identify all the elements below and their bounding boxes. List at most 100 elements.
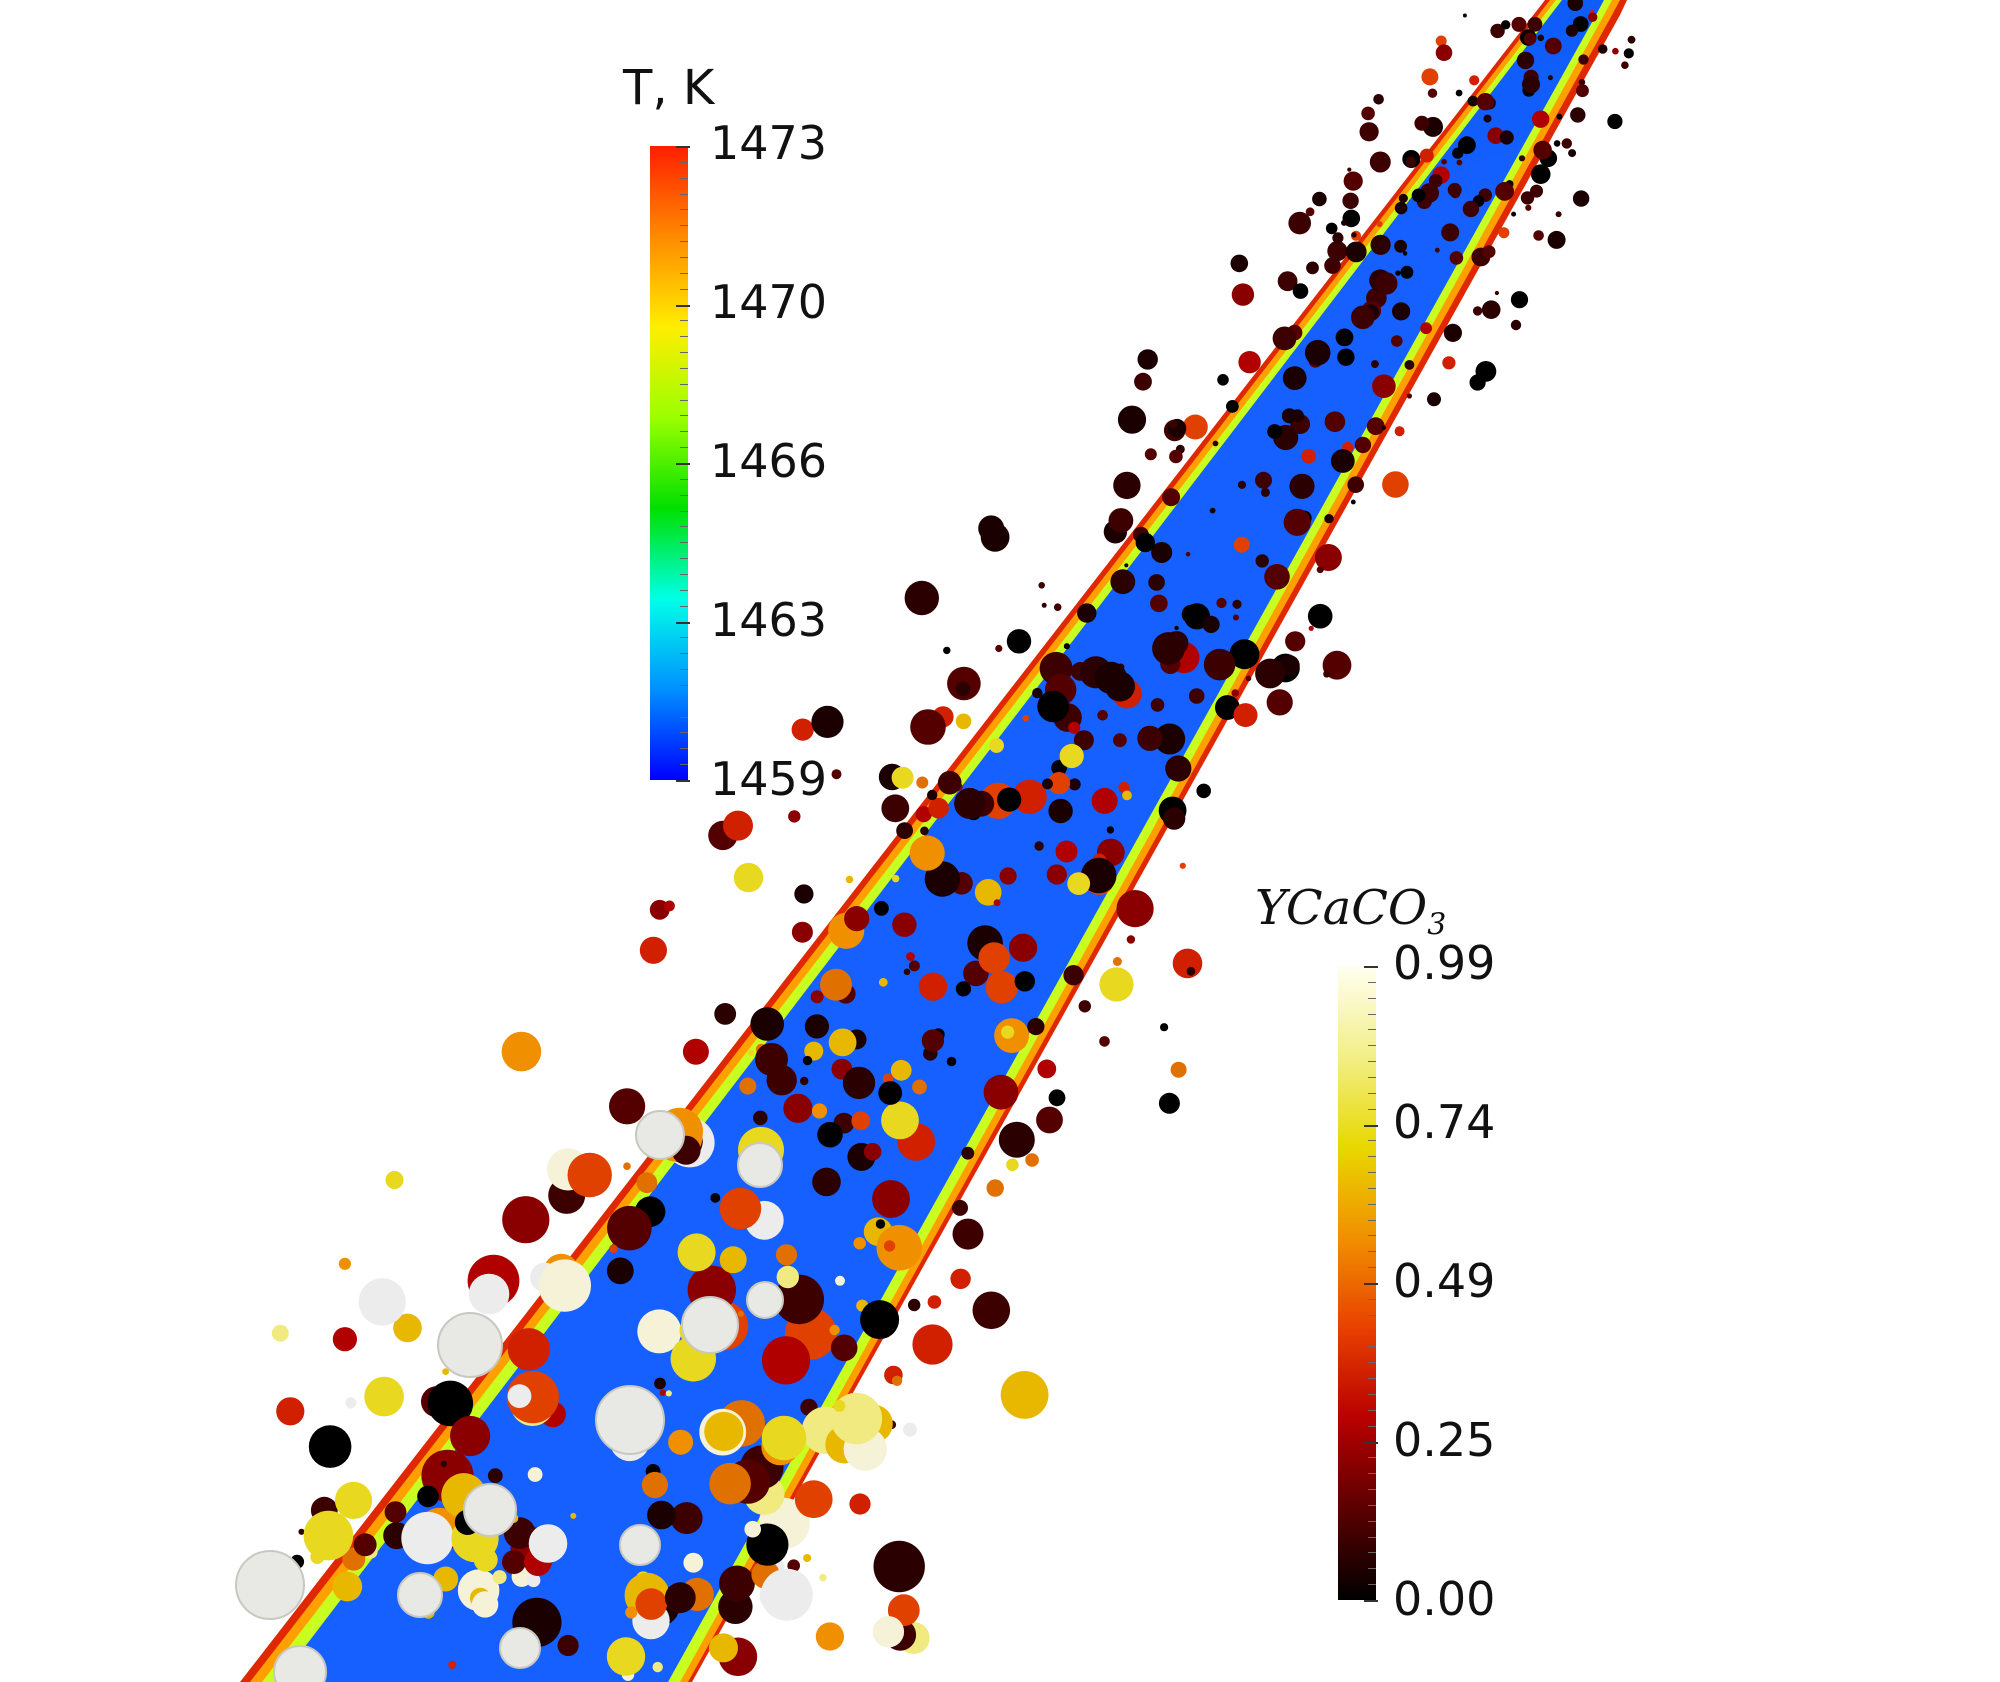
particle [298,1528,305,1535]
particle [385,1171,404,1189]
particle [1381,425,1386,431]
particle [1523,32,1537,46]
temperature-colorbar-tick [680,716,688,718]
particle [664,1582,696,1614]
particle [664,900,675,912]
particle [1104,671,1135,702]
particle [1113,471,1141,500]
particle [791,718,814,741]
temperature-colorbar-tick [680,447,688,449]
particle [709,1633,738,1663]
temperature-label-2: 1470 [710,275,828,329]
particle [1202,615,1220,634]
ycaco3-colorbar-tick [1368,1457,1376,1459]
particle-large [437,1312,503,1378]
particle [1308,625,1314,631]
particle [1006,629,1032,654]
ycaco3-colorbar-tick [1368,1346,1376,1348]
particle [1359,122,1379,142]
particle [1012,779,1047,815]
particle [972,1291,1011,1330]
particle [978,942,1010,974]
ycaco3-colorbar-tick [1368,1013,1376,1015]
particle [896,822,913,839]
particle [442,1368,449,1375]
particle [1122,790,1132,801]
particle [1435,35,1447,47]
particle [637,1309,682,1354]
particle [1255,471,1272,489]
particle [1428,174,1443,188]
particle [1179,862,1186,869]
particle [1341,219,1347,226]
temperature-colorbar-tick [680,573,688,575]
particle [358,1278,406,1326]
temperature-colorbar-tick [680,589,688,591]
particle-cloud [235,0,1636,1682]
particle [1442,356,1456,370]
particle [1158,1092,1180,1114]
particle [1059,743,1084,769]
particle [1330,449,1355,473]
particle [920,826,929,836]
temperature-colorbar-tick [680,288,688,290]
particle [1411,188,1426,203]
particle [1091,787,1118,814]
particle [1400,265,1414,279]
particle [794,1480,833,1519]
temperature-colorbar-tick [676,146,690,148]
temperature-colorbar-tick [680,494,688,496]
particle [719,1246,747,1274]
particle-large [595,1385,665,1455]
particle [1350,499,1356,505]
particle [999,867,1017,885]
temperature-colorbar-tick [680,209,688,211]
particle [507,1384,532,1408]
particle [639,936,668,964]
particle [1570,107,1586,123]
particle [1230,254,1249,273]
ycaco3-label-min: 0.00 [1393,1572,1496,1626]
particle [654,1377,666,1390]
particle [1537,34,1545,42]
ycaco3-colorbar-tick [1368,1219,1376,1221]
particle [915,806,932,823]
particle [1009,933,1038,962]
particle [1327,241,1348,262]
particle [1231,283,1255,306]
particle [842,1066,876,1100]
temperature-colorbar-tick [680,352,688,354]
particle [1288,211,1311,235]
particle-large [273,1645,327,1682]
particle [873,1540,925,1593]
ycaco3-colorbar-tick [1364,966,1378,968]
particle [952,1218,984,1250]
particle [659,1389,666,1396]
particle [1037,690,1069,723]
particle [1148,574,1165,591]
particle [946,1056,957,1067]
particle [1301,448,1316,464]
temperature-colorbar-tick [680,161,688,163]
particle [1347,167,1352,172]
temperature-colorbar-tick [680,653,688,655]
particle [1000,1371,1049,1419]
particle [1152,632,1185,665]
particle [955,681,971,697]
particle [1621,61,1629,69]
particle [831,769,842,780]
particle [744,1520,761,1538]
particle [606,1637,646,1676]
particle [986,1179,1004,1197]
particle [1188,688,1205,704]
particle [1229,639,1260,670]
ycaco3-colorbar-tick [1368,1061,1376,1063]
particle [719,1187,762,1230]
particle [440,1460,447,1468]
particle [903,968,911,976]
particle [1316,566,1324,574]
particle [1209,507,1216,514]
particle [1394,201,1408,215]
particle [738,1310,744,1317]
particle [1185,551,1191,557]
